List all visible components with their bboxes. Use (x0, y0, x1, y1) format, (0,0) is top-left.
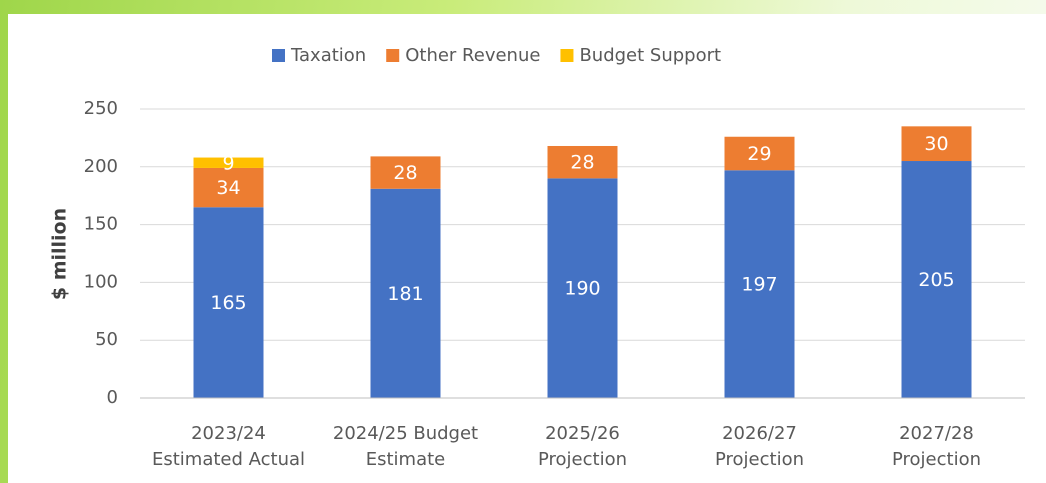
y-tick-label: 50 (95, 329, 118, 350)
chart-area (8, 14, 1046, 483)
x-tick-label: 2023/24 Estimated Actual (152, 423, 305, 470)
data-label: 165 (210, 292, 246, 314)
legend-swatch (272, 49, 285, 62)
x-tick-label: 2025/26 Projection (538, 423, 627, 470)
legend-label: Budget Support (579, 45, 721, 66)
x-tick-label: 2024/25 Budget Estimate (333, 423, 478, 470)
y-tick-label: 150 (84, 214, 118, 235)
data-label: 30 (924, 133, 948, 155)
y-tick-label: 250 (84, 98, 118, 119)
data-label: 197 (741, 274, 777, 296)
data-label: 181 (387, 283, 423, 305)
bar-segment (547, 178, 618, 398)
data-label: 9 (222, 152, 234, 174)
legend-label: Other Revenue (405, 45, 540, 66)
data-label: 29 (747, 143, 771, 165)
y-tick-label: 0 (107, 387, 118, 408)
bar-segment (370, 156, 441, 189)
bar-segment (193, 157, 264, 168)
legend-label: Taxation (290, 45, 366, 66)
bar-segment (193, 167, 264, 208)
data-label: 205 (918, 269, 954, 291)
legend-swatch (386, 49, 400, 62)
bar-segment (547, 145, 618, 179)
y-axis-title: $ million (49, 208, 71, 300)
data-label: 190 (564, 278, 600, 300)
bar-segment (901, 161, 972, 398)
bar-segment (370, 188, 441, 398)
y-tick-label: 200 (84, 156, 118, 177)
bar-segment (724, 136, 795, 171)
y-tick-label: 100 (84, 271, 118, 292)
bar-segment (193, 207, 264, 398)
x-tick-label: 2026/27 Projection (715, 423, 804, 470)
bar-segment (901, 126, 972, 162)
data-label: 28 (393, 162, 417, 184)
x-tick-label: 2027/28 Projection (892, 423, 981, 470)
data-label: 34 (216, 177, 240, 199)
bar-segment (724, 170, 795, 398)
legend-swatch (560, 49, 574, 62)
data-label: 28 (570, 152, 594, 174)
